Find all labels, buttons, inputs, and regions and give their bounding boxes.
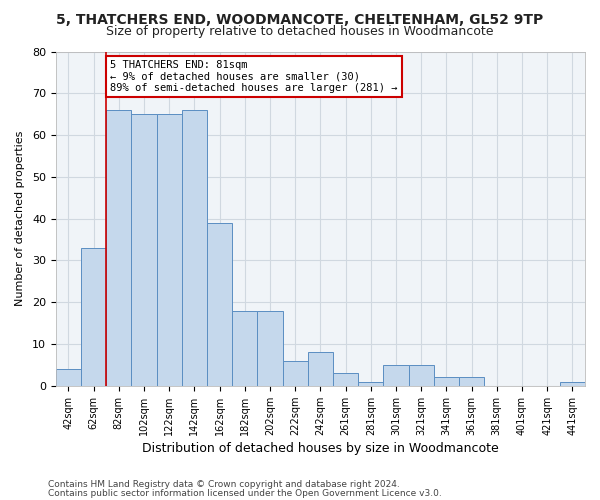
Bar [157, 114, 182, 386]
Bar [434, 378, 459, 386]
Bar [81, 248, 106, 386]
Bar [308, 352, 333, 386]
Bar [383, 365, 409, 386]
Bar [207, 223, 232, 386]
Bar [560, 382, 585, 386]
Y-axis label: Number of detached properties: Number of detached properties [15, 131, 25, 306]
Bar [283, 361, 308, 386]
Bar [182, 110, 207, 386]
Text: Contains HM Land Registry data © Crown copyright and database right 2024.: Contains HM Land Registry data © Crown c… [48, 480, 400, 489]
Text: Size of property relative to detached houses in Woodmancote: Size of property relative to detached ho… [106, 25, 494, 38]
Bar [333, 374, 358, 386]
Bar [56, 369, 81, 386]
Bar [106, 110, 131, 386]
X-axis label: Distribution of detached houses by size in Woodmancote: Distribution of detached houses by size … [142, 442, 499, 455]
Text: 5 THATCHERS END: 81sqm
← 9% of detached houses are smaller (30)
89% of semi-deta: 5 THATCHERS END: 81sqm ← 9% of detached … [110, 60, 397, 93]
Bar [232, 310, 257, 386]
Text: Contains public sector information licensed under the Open Government Licence v3: Contains public sector information licen… [48, 488, 442, 498]
Bar [131, 114, 157, 386]
Text: 5, THATCHERS END, WOODMANCOTE, CHELTENHAM, GL52 9TP: 5, THATCHERS END, WOODMANCOTE, CHELTENHA… [56, 12, 544, 26]
Bar [257, 310, 283, 386]
Bar [409, 365, 434, 386]
Bar [459, 378, 484, 386]
Bar [358, 382, 383, 386]
